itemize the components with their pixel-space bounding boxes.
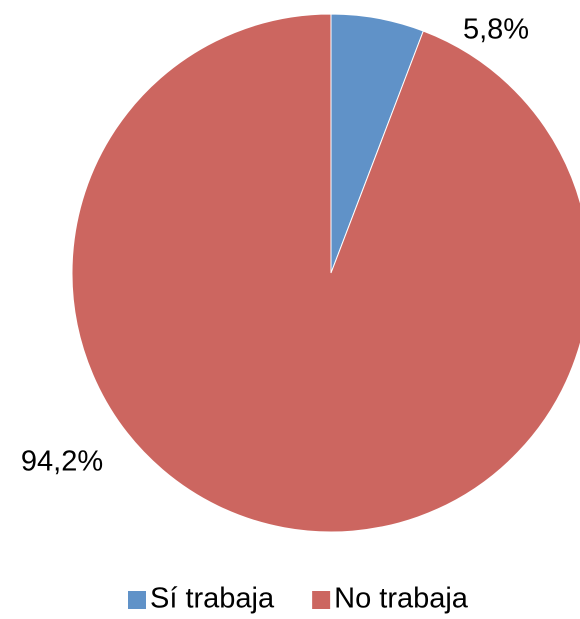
legend-label: Sí trabaja — [150, 583, 275, 615]
legend-swatch — [312, 591, 331, 609]
data-label: 5,8% — [463, 14, 529, 46]
legend-swatch — [128, 591, 146, 609]
legend-label: No trabaja — [334, 583, 469, 615]
data-label: 94,2% — [21, 446, 103, 478]
pie-slice — [71, 13, 580, 533]
